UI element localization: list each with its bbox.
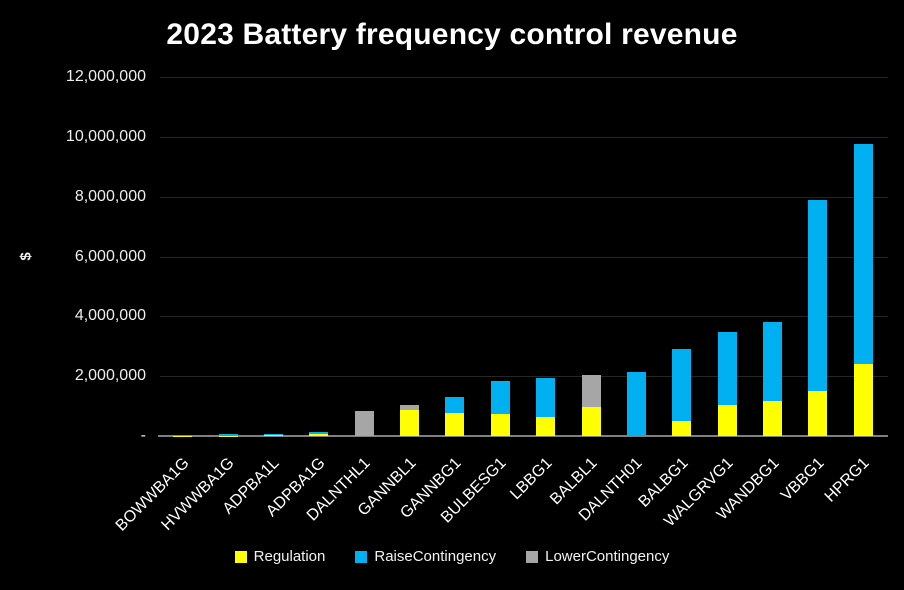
- gridline: [160, 256, 888, 258]
- bar-segment-regulation: [263, 434, 283, 436]
- y-tick-label: 2,000,000: [74, 367, 146, 385]
- y-tick-label: 6,000,000: [74, 247, 146, 265]
- bar-segment-regulation: [808, 390, 828, 436]
- bar-segment-regulation: [672, 421, 692, 436]
- y-tick-label: 4,000,000: [74, 307, 146, 325]
- y-tick-label: 12,000,000: [65, 68, 146, 85]
- legend-item-raise-contingency: RaiseContingency: [355, 548, 496, 565]
- legend-item-lower-contingency: LowerContingency: [526, 548, 669, 565]
- bar-segment-regulation: [717, 404, 737, 436]
- legend-item-regulation: Regulation: [234, 548, 326, 565]
- bar-adpba1g: [309, 432, 329, 436]
- gridline: [160, 136, 888, 138]
- bar-segment-raisecontingency: [173, 434, 193, 436]
- bar-dalnthl1: [354, 410, 374, 436]
- bar-dalnth01: [626, 371, 646, 436]
- bar-segment-raisecontingency: [218, 433, 238, 436]
- bar-vbbg1: [808, 199, 828, 436]
- bar-gannbg1: [445, 397, 465, 436]
- legend-label: LowerContingency: [545, 548, 670, 565]
- bar-wandbg1: [763, 322, 783, 436]
- y-tick-label: 8,000,000: [74, 187, 146, 205]
- bar-segment-regulation: [309, 433, 329, 436]
- bar-hvwwba1g: [218, 433, 238, 436]
- bar-segment-regulation: [490, 413, 510, 436]
- bar-balbl1: [581, 375, 601, 436]
- bar-segment-regulation: [763, 400, 783, 436]
- bar-lbbg1: [536, 377, 556, 436]
- gridline: [160, 77, 888, 78]
- bar-hprg1: [853, 144, 873, 436]
- bar-segment-lowercontingency: [581, 375, 601, 408]
- bar-segment-lowercontingency: [354, 410, 374, 436]
- bar-segment-raisecontingency: [536, 377, 556, 418]
- bar-segment-regulation: [400, 409, 420, 436]
- bar-segment-regulation: [581, 407, 601, 436]
- bar-segment-lowercontingency: [400, 405, 420, 410]
- bar-segment-raisecontingency: [808, 199, 828, 391]
- bar-adpba1l: [263, 434, 283, 436]
- x-axis-line: [158, 435, 888, 437]
- bar-balbg1: [672, 348, 692, 436]
- bar-segment-raisecontingency: [309, 432, 329, 434]
- gridline: [160, 316, 888, 318]
- legend-label: Regulation: [253, 548, 326, 565]
- bar-segment-raisecontingency: [490, 380, 510, 414]
- gridline: [160, 196, 888, 198]
- bar-segment-raisecontingency: [672, 348, 692, 422]
- gridline: [160, 376, 888, 378]
- bar-segment-raisecontingency: [853, 144, 873, 365]
- bar-walgrvg1: [717, 331, 737, 436]
- bar-bulbesg1: [490, 380, 510, 436]
- lower-contingency-swatch-icon: [526, 550, 539, 563]
- bar-bowwba1g: [173, 434, 193, 436]
- bar-segment-raisecontingency: [626, 371, 646, 436]
- regulation-swatch-icon: [234, 550, 247, 563]
- legend-label: RaiseContingency: [374, 548, 497, 565]
- bar-segment-raisecontingency: [717, 331, 737, 405]
- bar-segment-regulation: [445, 413, 465, 436]
- raise-contingency-swatch-icon: [355, 550, 368, 563]
- bar-segment-raisecontingency: [763, 322, 783, 401]
- bar-gannbl1: [400, 405, 420, 436]
- legend: Regulation RaiseContingency LowerConting…: [0, 548, 904, 565]
- chart-title: 2023 Battery frequency control revenue: [166, 18, 738, 51]
- bar-segment-regulation: [536, 417, 556, 436]
- y-tick-label: -: [140, 427, 146, 444]
- bar-segment-regulation: [853, 364, 873, 436]
- bar-segment-raisecontingency: [445, 397, 465, 414]
- y-tick-label: 10,000,000: [65, 127, 146, 145]
